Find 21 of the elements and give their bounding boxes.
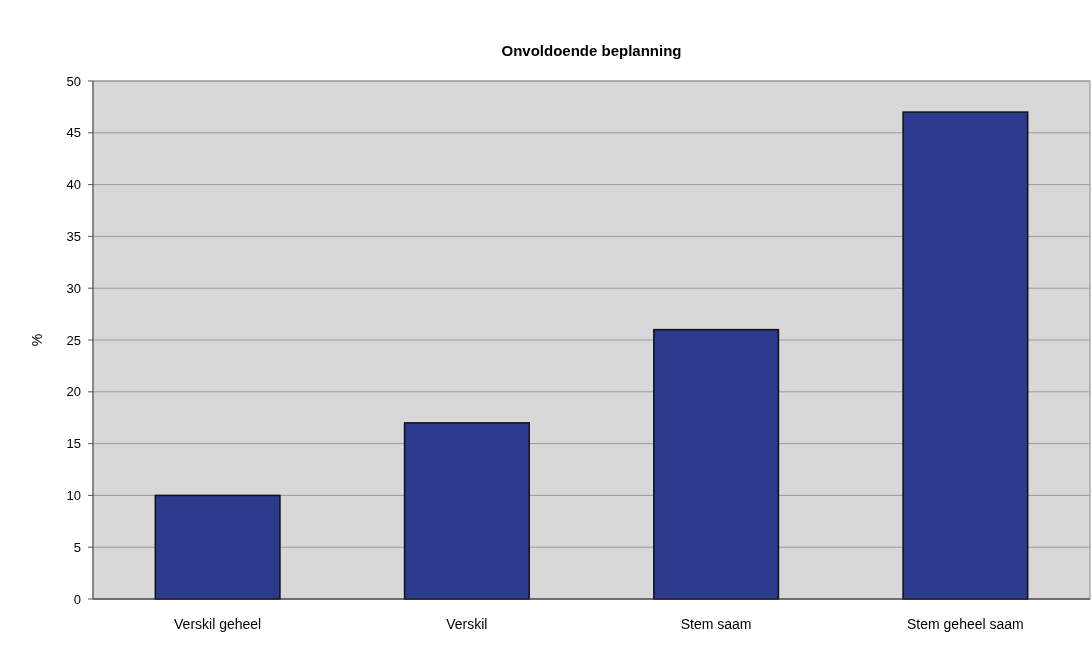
- x-tick-label: Verskil geheel: [174, 616, 262, 632]
- y-tick-label: 0: [73, 591, 81, 607]
- y-tick-label: 20: [66, 384, 81, 400]
- bar: [653, 328, 780, 600]
- x-tick-label: Verskil: [446, 616, 488, 632]
- x-tick-label: Stem saam: [680, 616, 752, 632]
- bar: [902, 111, 1029, 600]
- y-tick-label: 5: [73, 539, 81, 555]
- y-tick-label: 40: [66, 177, 81, 193]
- y-tick-label: 15: [66, 436, 81, 452]
- y-tick-label: 25: [66, 332, 81, 348]
- bar: [403, 422, 530, 600]
- bar: [154, 494, 281, 600]
- y-axis-title: %: [29, 333, 45, 347]
- y-tick-label: 30: [66, 280, 81, 296]
- y-tick-label: 10: [66, 487, 81, 503]
- y-tick-label: 50: [66, 73, 81, 89]
- y-tick-label: 45: [66, 125, 81, 141]
- y-tick-label: 35: [66, 228, 81, 244]
- chart-title: Onvoldoende beplanning: [501, 42, 682, 59]
- x-tick-label: Stem geheel saam: [907, 616, 1024, 632]
